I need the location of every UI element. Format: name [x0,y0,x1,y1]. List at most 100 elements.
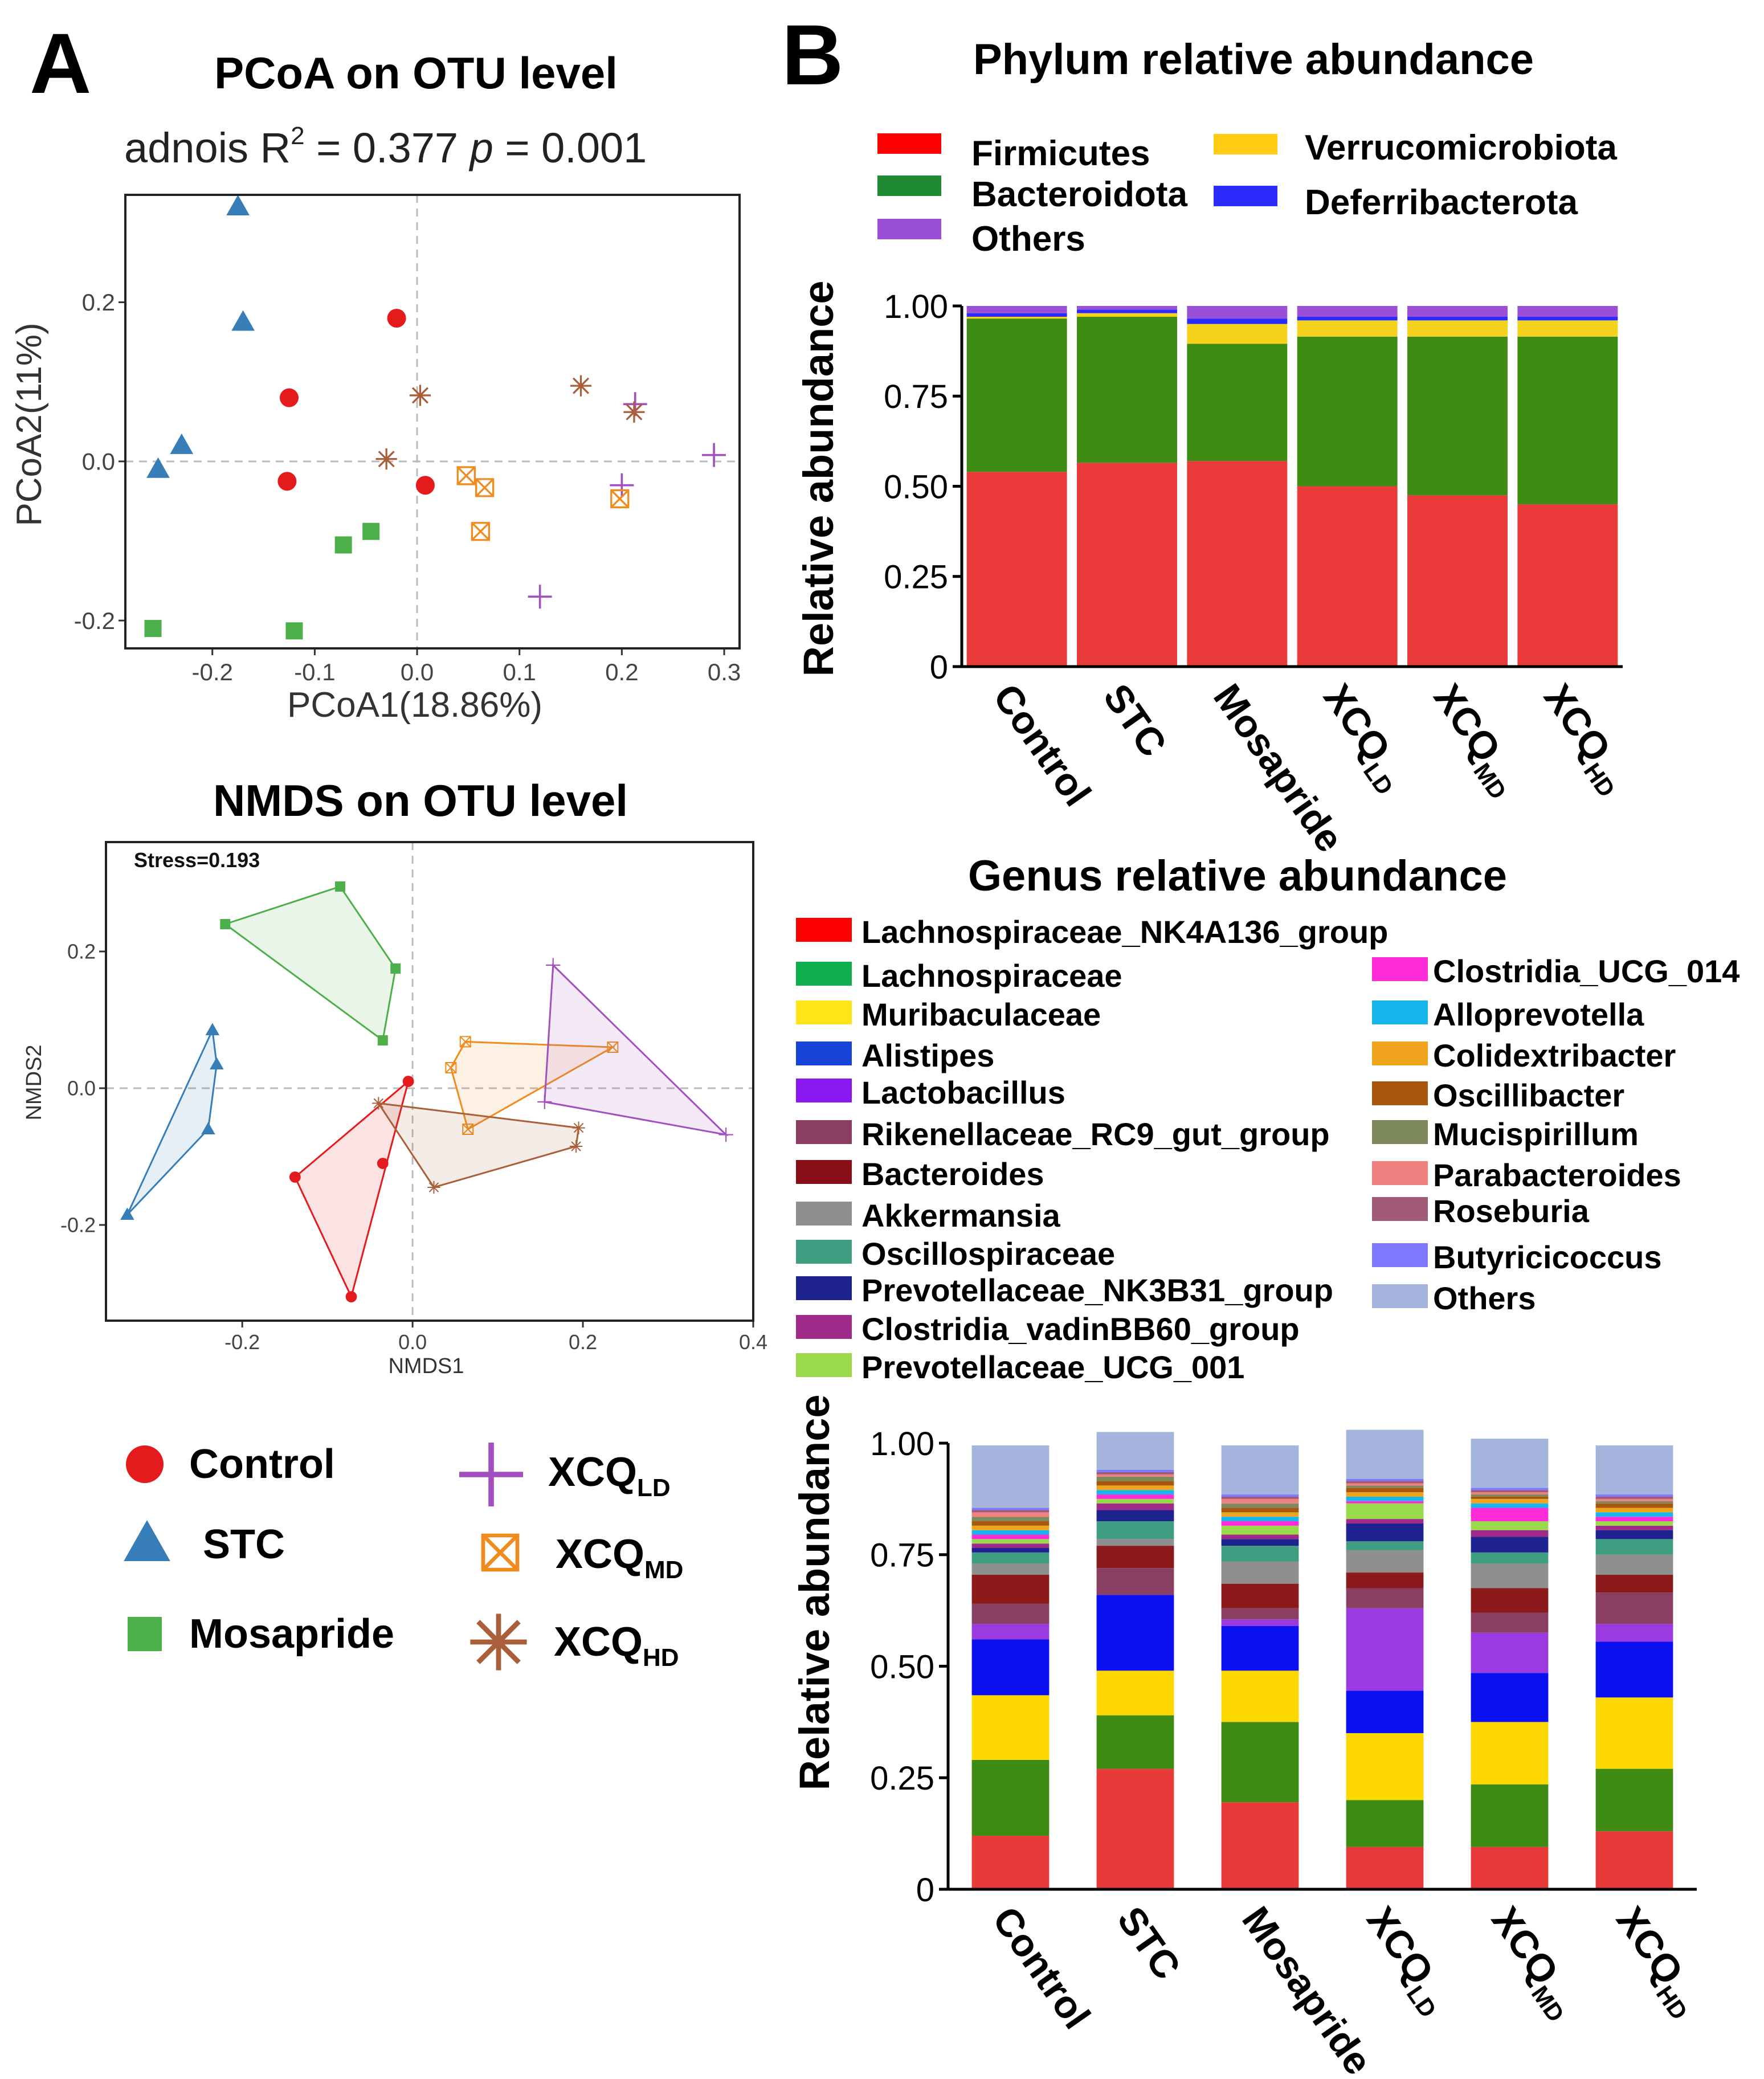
y-tick-label: -0.2 [74,607,115,634]
bar-segment [1221,1521,1299,1526]
mosapride-point [362,522,380,540]
legend-a-label-main: STC [203,1522,285,1567]
bar-segment [1471,1588,1549,1613]
mosapride-hull [223,885,397,1042]
bar-segment [1096,1715,1174,1769]
control-point [402,1076,414,1087]
bar-segment [971,1759,1050,1836]
legend-a-label-main: XCQ [548,1449,637,1495]
bar-segment [1346,1503,1424,1520]
legend-a-marker [124,1520,170,1561]
y-tick-label: -0.2 [60,1214,96,1237]
legend-label: Alistipes [861,1038,994,1073]
bar-segment [971,1534,1050,1539]
bar-segment [1595,1554,1673,1575]
bar-segment [1096,1490,1174,1495]
xcq_ld-point [610,473,634,497]
category-label-main: STC [1109,1899,1189,1987]
xcq_hd-point [570,375,592,397]
bar-segment [971,1517,1050,1522]
bar-segment [1595,1512,1673,1517]
phylum-legend: Firmicutes Verrucomicrobiota Bacteroidota D… [877,128,1617,259]
legend-a-label: XCQLD [548,1449,671,1502]
phylum-ylabel: Relative abundance [795,280,842,676]
legend-label: Muribaculaceae [861,996,1101,1032]
bar-segment [1221,1503,1299,1508]
legend-swatch [796,1276,852,1300]
category-label: XCQHD [1530,676,1639,802]
bar-segment [971,1539,1050,1544]
x-tick-label: 0.4 [739,1330,767,1354]
bar-segment [966,306,1067,313]
plot-frame [105,841,754,1322]
xcq_ld-hull [544,963,729,1136]
bar-segment [1297,486,1398,667]
xcq_ld-point [546,958,561,973]
legend-swatch [1372,1000,1428,1024]
bar-segment [971,1508,1050,1510]
legend-a-label: XCQMD [556,1531,683,1584]
pcoa-ylabel: PCoA2(11%) [10,322,49,526]
bar-segment [1471,1521,1549,1530]
bar-segment [1471,1722,1549,1784]
bar-segment [1346,1483,1424,1486]
bar-segment [1346,1488,1424,1493]
y-tick-label: 0.75 [884,378,948,415]
bar-segment [1221,1445,1299,1495]
bar-segment [1517,320,1618,337]
legend-label: Verrucomicrobiota [1305,128,1617,168]
xcq_md-point [607,1041,619,1053]
bar-segment [1346,1690,1424,1733]
category-label-main: XCQ [1483,1899,1567,1992]
bar-segment [1096,1469,1174,1472]
legend-a-marker [459,1443,523,1506]
bar-segment [1471,1673,1549,1722]
bar-segment [1077,463,1177,667]
bar-segment [1221,1626,1299,1671]
y-tick-label: 0.25 [884,559,948,596]
bar-segment [1187,461,1288,667]
bar-segment [1471,1847,1549,1889]
xcq_hd-point [569,1139,583,1153]
legend-a-label-main: XCQ [554,1619,643,1665]
legend-a-marker [128,1617,162,1651]
bar-segment [1471,1494,1549,1497]
mosapride-point [377,1035,388,1045]
bar-segment [1595,1697,1673,1769]
category-label: Control [985,676,1099,814]
legend-label: Lactobacillus [861,1075,1065,1110]
bar-segment [1346,1588,1424,1608]
legend-a-label-sub: LD [637,1474,671,1502]
bar-segment [1077,313,1177,317]
category-label: Control [984,1899,1099,2037]
bar-segment [1471,1508,1549,1522]
legend-a-marker [470,1614,527,1670]
bar-segment [1595,1508,1673,1513]
legend-label: Mucispirillum [1433,1116,1639,1152]
bar-segment [1346,1541,1424,1550]
bar-segment [1077,309,1177,313]
legend-a-label: Mosapride [189,1611,394,1657]
legend-label: Roseburia [1433,1193,1590,1229]
category-label-main: XCQ [1315,676,1399,770]
bar-segment [1595,1445,1673,1495]
y-tick-label: 0.0 [67,1077,96,1100]
bar-segment [1471,1537,1549,1553]
x-tick-label: -0.1 [294,659,335,685]
bar-segment [1595,1574,1673,1593]
bar-segment [1471,1492,1549,1495]
bar-segment [1346,1800,1424,1847]
y-tick-label: 1.00 [870,1426,934,1463]
bar-segment [1297,320,1398,337]
category-label: XCQLD [1353,1899,1460,2023]
y-tick-label: 1.00 [884,288,948,325]
bar-segment [971,1603,1050,1624]
legend-swatch [1214,134,1277,154]
bar-segment [1221,1802,1299,1889]
bar-segment [1471,1552,1549,1564]
bar-segment [971,1695,1050,1760]
bar-segment [1096,1595,1174,1671]
legend-a-label-main: Mosapride [189,1611,394,1657]
